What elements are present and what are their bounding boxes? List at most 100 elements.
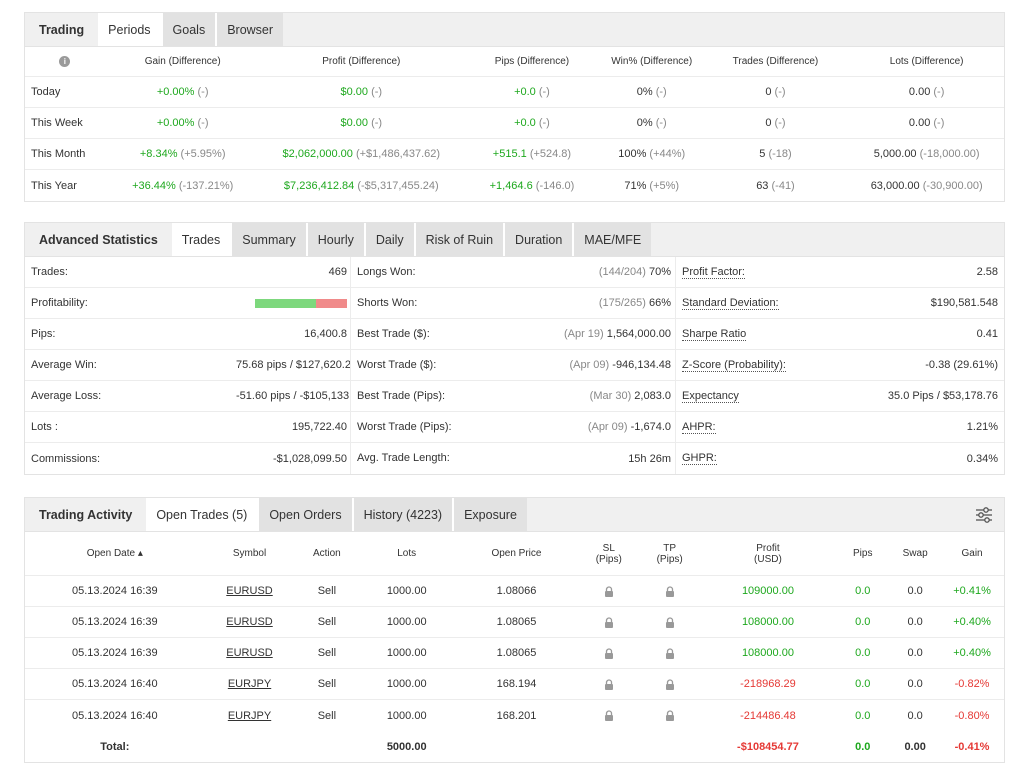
total-lots: 5000.00 xyxy=(386,740,427,753)
trade-symbol[interactable]: EURJPY xyxy=(227,709,272,722)
stat-row: Commissions: -$1,028,099.50 Avg. Trade Len… xyxy=(25,443,1004,474)
tab-summary[interactable]: Summary xyxy=(230,223,306,256)
trade-profit: 108000.00 xyxy=(741,647,794,659)
trade-lots: 1000.00 xyxy=(386,585,427,597)
trade-swap: 0.0 xyxy=(907,709,923,722)
trade-symbol[interactable]: EURJPY xyxy=(227,678,272,690)
period-win: 71% (+5%) xyxy=(624,179,680,192)
col-lots: Lots (Difference) xyxy=(889,56,964,67)
period-lots: 0.00 (-) xyxy=(908,86,945,98)
tab-history[interactable]: History (4223) xyxy=(351,498,453,531)
trade-tp xyxy=(639,647,701,659)
trade-open-price: 168.194 xyxy=(496,678,537,690)
stat-value: 0.41 xyxy=(976,328,998,340)
col-open-date[interactable]: Open Date ▴ xyxy=(86,548,143,559)
trade-lots: 1000.00 xyxy=(386,709,427,722)
trading-activity-title: Trading Activity xyxy=(39,507,133,522)
stat-label: Worst Trade ($): xyxy=(350,349,510,381)
tab-trades[interactable]: Trades xyxy=(171,223,231,256)
sliders-icon[interactable] xyxy=(974,505,994,525)
stat-value: 75.68 pips / $127,620.28 xyxy=(236,359,350,371)
trade-open-price: 1.08066 xyxy=(496,585,537,597)
stat-row: Pips: 16,400.8 Best Trade ($): (Apr 19) 1,5… xyxy=(25,318,1004,350)
col-pips[interactable]: Pips xyxy=(853,548,873,559)
period-pips: +515.1 (+524.8) xyxy=(492,148,572,160)
period-trades: 63 (-41) xyxy=(756,179,795,192)
lock-icon xyxy=(665,585,674,597)
stat-label[interactable]: GHPR: xyxy=(675,443,835,474)
trade-profit: -214486.48 xyxy=(740,709,796,722)
info-icon[interactable]: i xyxy=(59,56,71,67)
stat-row: Profitability: Shorts Won: (175/265) 66% St… xyxy=(25,287,1004,319)
tab-periods[interactable]: Periods xyxy=(98,13,161,46)
stat-label: Profitability: xyxy=(31,297,88,309)
stat-value: 35.0 Pips / $53,178.76 xyxy=(887,390,998,402)
tab-mae-mfe[interactable]: MAE/MFE xyxy=(572,223,652,256)
trade-symbol[interactable]: EURUSD xyxy=(226,647,273,659)
col-tp[interactable]: TP (Pips) xyxy=(656,542,683,565)
tab-open-trades[interactable]: Open Trades (5) xyxy=(146,498,258,531)
tab-open-orders[interactable]: Open Orders xyxy=(257,498,352,531)
period-row: Today +0.00% (-) $0.00 (-) +0.0 (-) 0% (-) 0 … xyxy=(25,77,1004,108)
stat-value: (Mar 30) 2,083.0 xyxy=(589,390,671,402)
trade-swap: 0.0 xyxy=(907,585,923,597)
tab-hourly[interactable]: Hourly xyxy=(305,223,364,256)
col-sl[interactable]: SL (Pips) xyxy=(595,542,622,565)
col-action[interactable]: Action xyxy=(312,548,341,559)
stat-label[interactable]: Standard Deviation: xyxy=(675,287,835,319)
stat-label[interactable]: Profit Factor: xyxy=(675,256,835,288)
trade-symbol[interactable]: EURUSD xyxy=(226,585,273,597)
total-gain: -0.41% xyxy=(954,740,990,753)
col-profit[interactable]: Profit (USD) xyxy=(754,542,782,565)
trade-symbol[interactable]: EURUSD xyxy=(226,616,273,628)
stat-label[interactable]: Z-Score (Probability): xyxy=(675,349,835,381)
tab-browser[interactable]: Browser xyxy=(215,13,284,46)
stat-value: -0.38 (29.61%) xyxy=(925,359,998,371)
stat-label[interactable]: Expectancy xyxy=(675,380,835,412)
period-win: 0% (-) xyxy=(636,117,667,129)
stat-label: Trades: xyxy=(31,266,68,278)
stat-value: (144/204) 70% xyxy=(598,266,671,278)
trade-sl xyxy=(579,616,639,628)
total-row: Total: 5000.00 -$108454.77 0.0 0.00 -0.4… xyxy=(25,731,1004,762)
period-row: This Year +36.44% (-137.21%) $7,236,412.84… xyxy=(25,170,1004,201)
period-win: 0% (-) xyxy=(636,86,667,98)
stat-value: $190,581.548 xyxy=(930,297,998,309)
stat-value: (175/265) 66% xyxy=(598,297,671,309)
col-open-price[interactable]: Open Price xyxy=(491,548,542,559)
stat-label: Best Trade (Pips): xyxy=(350,380,510,412)
col-gain: Gain (Difference) xyxy=(144,56,221,67)
lock-icon xyxy=(604,616,613,628)
col-symbol[interactable]: Symbol xyxy=(232,548,267,559)
trade-profit: -218968.29 xyxy=(740,678,796,690)
tab-daily[interactable]: Daily xyxy=(363,223,414,256)
tab-trading[interactable]: Trading xyxy=(39,22,85,37)
trade-profit: 109000.00 xyxy=(741,585,794,597)
trade-row: 05.13.2024 16:39 EURUSD Sell 1000.00 1.08065… xyxy=(25,638,1004,669)
col-swap[interactable]: Swap xyxy=(902,548,928,559)
trade-pips: 0.0 xyxy=(855,709,871,722)
col-lots[interactable]: Lots xyxy=(397,548,417,559)
stat-label: Best Trade ($): xyxy=(350,318,510,350)
stat-label[interactable]: Sharpe Ratio xyxy=(675,318,835,350)
stat-row: Average Loss: -51.60 pips / -$105,133.53B… xyxy=(25,380,1004,412)
stat-value: -51.60 pips / -$105,133.53 xyxy=(236,390,350,402)
stat-value xyxy=(230,297,350,309)
profitability-bar xyxy=(255,298,347,308)
advanced-statistics-panel: Advanced Statistics Trades Summary Hourl… xyxy=(24,222,1005,475)
col-pips: Pips (Difference) xyxy=(494,56,570,67)
period-row: This Week +0.00% (-) $0.00 (-) +0.0 (-) 0% (… xyxy=(25,108,1004,139)
advanced-statistics-title: Advanced Statistics xyxy=(39,232,158,247)
col-gain[interactable]: Gain xyxy=(961,548,983,559)
tab-risk-of-ruin[interactable]: Risk of Ruin xyxy=(413,223,504,256)
tab-exposure[interactable]: Exposure xyxy=(452,498,527,531)
stat-label[interactable]: AHPR: xyxy=(675,411,835,443)
period-row: This Month +8.34% (+5.95%) $2,062,000.00 (… xyxy=(25,139,1004,170)
tab-goals[interactable]: Goals xyxy=(160,13,216,46)
stat-value: 16,400.8 xyxy=(304,328,347,340)
tab-duration[interactable]: Duration xyxy=(503,223,573,256)
periods-tabbar: Trading Periods Goals Browser xyxy=(25,13,1004,47)
period-profit: $0.00 (-) xyxy=(340,117,383,129)
col-win: Win% (Difference) xyxy=(611,56,693,67)
trade-row: 05.13.2024 16:40 EURJPY Sell 1000.00 168.201… xyxy=(25,700,1004,731)
